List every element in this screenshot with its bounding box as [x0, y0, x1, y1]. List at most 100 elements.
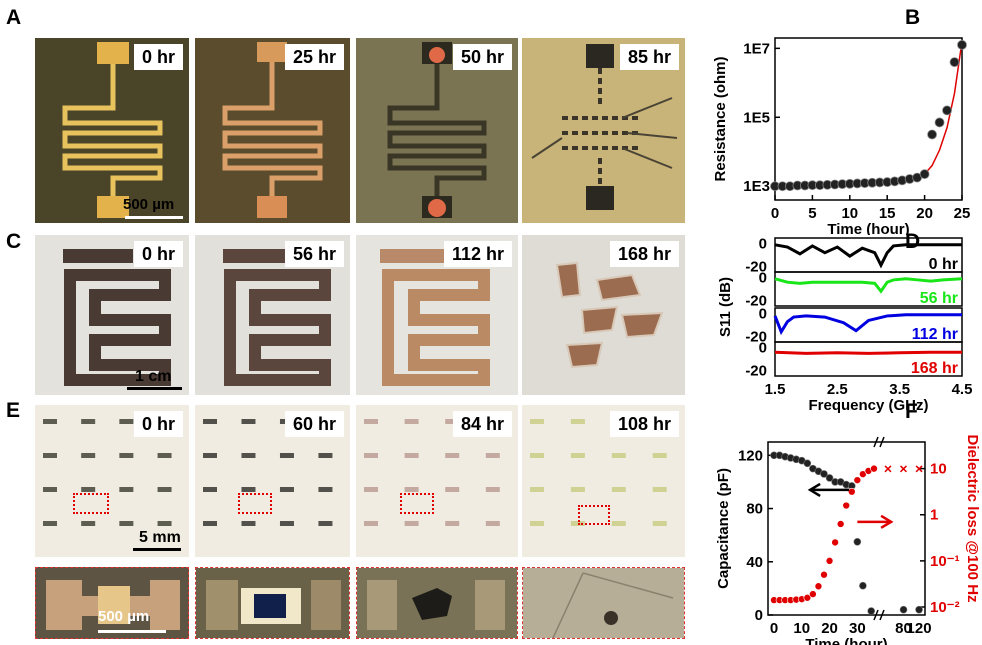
capacitor-unit [203, 487, 217, 492]
x-tick-label: 0 [770, 620, 778, 637]
zoom-region-box [578, 505, 610, 525]
failure-marker: × [915, 461, 923, 477]
axis-break [873, 436, 885, 448]
panel-label-c: C [6, 230, 22, 253]
capacitor-unit [570, 419, 585, 424]
y-axis-label: S11 (dB) [717, 277, 734, 337]
dielectric-loss-point [870, 464, 878, 473]
dielectric-loss-point [836, 520, 845, 528]
capacitor-unit [445, 521, 460, 526]
capacitor-unit [404, 487, 419, 492]
dielectric-loss-point [847, 487, 856, 496]
capacitor-unit [157, 487, 172, 492]
capacitor-unit [119, 453, 134, 458]
capacitor-unit [570, 521, 585, 526]
capacitor-unit [530, 419, 544, 424]
capacitor-unit [203, 419, 217, 424]
panel-e-tile-3: 108 hr [522, 405, 685, 557]
x-axis-label: Frequency (GHz) [808, 397, 928, 414]
capacitor-unit [570, 453, 585, 458]
zoom-region-box [73, 493, 109, 514]
y-tick-label: 40 [746, 554, 763, 571]
time-label: 108 hr [609, 411, 679, 437]
scale-bar [127, 387, 182, 390]
capacitor-unit [157, 521, 172, 526]
capacitance-point [859, 581, 867, 590]
y-tick-label: 0 [755, 607, 763, 624]
time-label: 85 hr [619, 44, 679, 70]
resistance-chart: 0 5 10 15 20 25 1E3 1E5 1E7 Time (hour) Resistance… [712, 37, 970, 235]
series-line [774, 277, 963, 294]
capacitor-unit [241, 487, 256, 492]
y2-tick-label: 10⁻¹ [930, 553, 960, 570]
capacitor-unit [404, 419, 419, 424]
zoom-tile-0: 500 µm [35, 567, 189, 639]
capacitor-unit [318, 521, 333, 526]
panel-label-a: A [6, 6, 22, 29]
capacitance-point [853, 538, 862, 546]
x-tick-label: 1.5 [765, 381, 786, 398]
capacitor-unit [81, 487, 96, 492]
capacitor-unit [43, 419, 57, 424]
axis-break [873, 609, 885, 621]
capacitor-unit [81, 419, 96, 424]
time-label: 168 hr [609, 241, 679, 267]
capacitor-unit [279, 453, 294, 458]
scale-bar [98, 630, 166, 633]
capacitor-unit [279, 487, 294, 492]
failure-marker: × [899, 461, 907, 477]
panel-c-tile-2: 112 hr [356, 235, 518, 395]
time-label: 84 hr [452, 411, 512, 437]
x-tick-label: 15 [879, 205, 896, 222]
panel-label-b: B [905, 6, 921, 29]
panel-a-tile-3: 85 hr [522, 38, 685, 223]
y-tick-label: -20 [745, 362, 767, 379]
panel-a-tile-1: 25 hr [195, 38, 350, 223]
capacitor-unit [445, 419, 460, 424]
panel-label-e: E [6, 399, 21, 422]
panel-e-tile-1: 60 hr [195, 405, 350, 557]
capacitor-unit [203, 521, 217, 526]
dielectric-loss-point [853, 476, 862, 484]
plot-frame [774, 37, 963, 201]
capacitor-closeup-image [36, 568, 188, 638]
capacitor-unit [279, 521, 294, 526]
arrowhead-left [807, 482, 821, 497]
capacitor-unit [318, 453, 333, 458]
capacitor-unit [404, 521, 419, 526]
y-tick-label: 1E5 [743, 109, 770, 126]
failure-marker: × [884, 461, 892, 477]
series-label: 168 hr [911, 360, 958, 377]
capacitor-unit [364, 419, 378, 424]
y-tick-label: 1E7 [743, 40, 770, 57]
x-tick-label: 0 [771, 205, 779, 222]
time-label: 0 hr [133, 411, 183, 437]
capacitor-unit [485, 487, 500, 492]
series-line [774, 350, 962, 355]
y-tick-label: 0 [759, 270, 767, 287]
y2-tick-label: 10⁻² [930, 599, 960, 616]
data-point [919, 169, 930, 180]
capacitor-unit [570, 487, 585, 492]
panel-e-tile-0: 0 hr 5 mm [35, 405, 189, 557]
x-tick-label: 4.5 [952, 381, 973, 398]
x-tick-label: 120 [907, 620, 932, 637]
y-axis-label: Capacitance (pF) [715, 468, 732, 589]
capacitor-unit [530, 521, 544, 526]
scale-bar [133, 548, 181, 551]
capacitor-unit [485, 453, 500, 458]
dielectric-loss-point [814, 582, 823, 591]
time-label: 0 hr [133, 241, 183, 267]
panel-c-tile-1: 56 hr [195, 235, 350, 395]
capacitor-unit [318, 487, 333, 492]
panel-e-tile-2: 84 hr [356, 405, 518, 557]
scale-bar-label: 1 cm [135, 368, 172, 385]
arrowhead-right [880, 514, 894, 529]
y2-tick-label: 1 [930, 507, 938, 524]
s11-chart: 0-20 0 hr0-20 56 hr0-20 112 hr0-20 168 hr1.5… [717, 236, 973, 414]
data-point [949, 57, 960, 68]
capacitance-point [915, 605, 923, 614]
x-axis-label: Time (hour) [827, 221, 909, 235]
capacitor-unit [119, 521, 134, 526]
capacitor-unit [43, 521, 57, 526]
